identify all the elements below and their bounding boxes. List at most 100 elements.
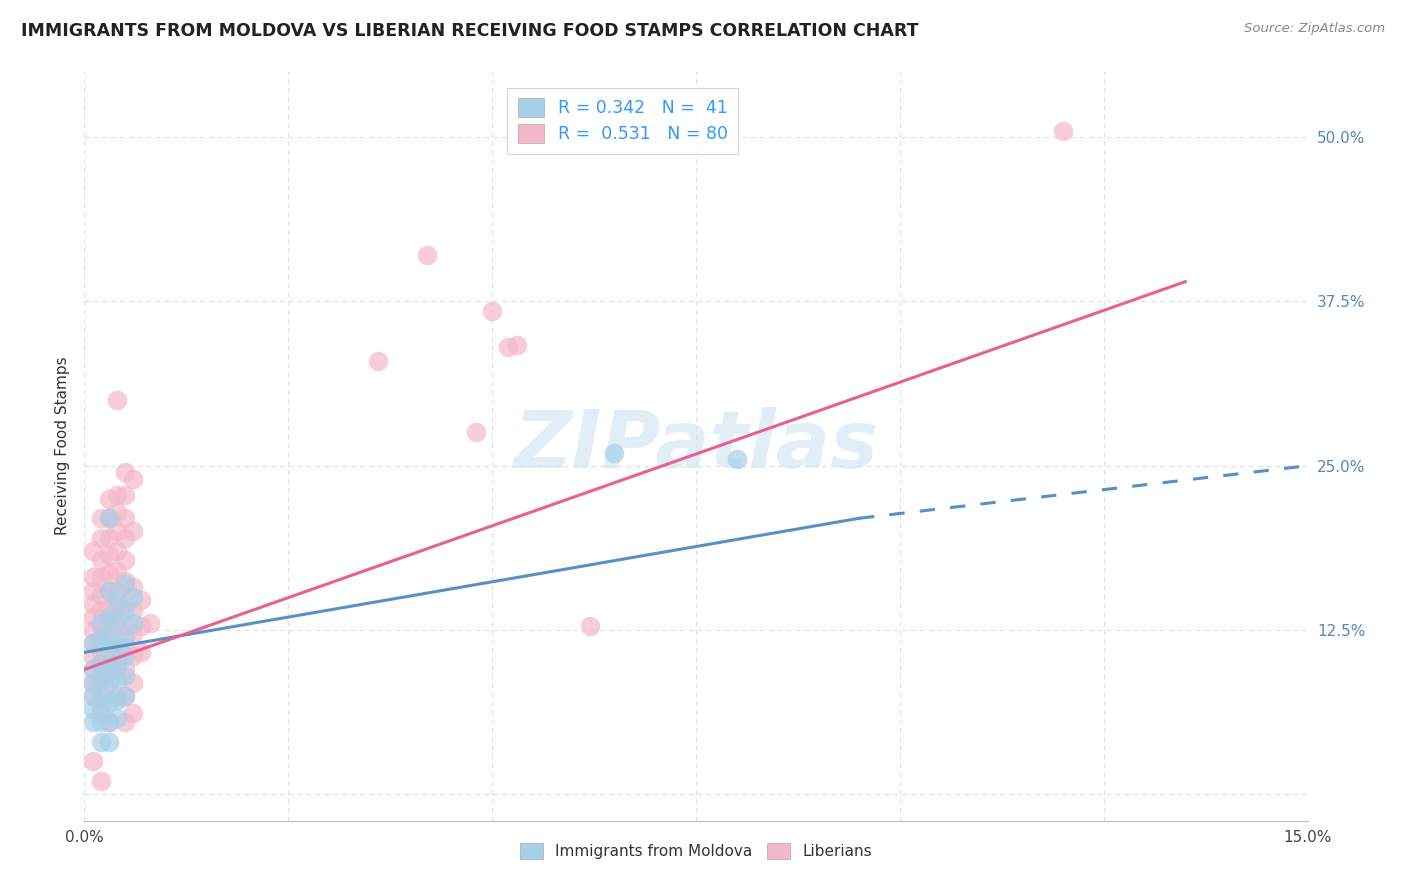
Point: [122, 524, 145, 539]
Point: [138, 616, 160, 631]
Point: [82, 623, 104, 637]
Point: [97, 583, 120, 598]
Point: [90, 706, 112, 720]
Point: [105, 600, 128, 615]
Point: [105, 619, 128, 633]
Point: [82, 689, 104, 703]
Point: [82, 663, 104, 677]
Point: [1052, 123, 1074, 137]
Point: [97, 675, 120, 690]
Point: [97, 656, 120, 670]
Point: [97, 642, 120, 657]
Point: [114, 574, 136, 589]
Point: [90, 735, 112, 749]
Point: [603, 445, 626, 459]
Point: [90, 702, 112, 716]
Point: [114, 663, 136, 677]
Point: [97, 600, 120, 615]
Point: [90, 616, 112, 631]
Point: [90, 774, 112, 789]
Point: [505, 338, 527, 352]
Point: [122, 616, 145, 631]
Point: [97, 610, 120, 624]
Point: [131, 619, 153, 633]
Point: [82, 675, 104, 690]
Point: [90, 658, 112, 673]
Point: [122, 627, 145, 641]
Point: [97, 583, 120, 598]
Point: [114, 640, 136, 654]
Point: [97, 675, 120, 690]
Point: [122, 603, 145, 617]
Point: [105, 592, 128, 607]
Point: [97, 511, 120, 525]
Point: [114, 511, 136, 525]
Point: [90, 511, 112, 525]
Point: [90, 553, 112, 567]
Point: [114, 689, 136, 703]
Point: [114, 669, 136, 683]
Point: [82, 663, 104, 677]
Point: [82, 570, 104, 584]
Point: [114, 630, 136, 644]
Point: [122, 649, 145, 664]
Point: [105, 692, 128, 706]
Point: [82, 702, 104, 716]
Point: [105, 663, 128, 677]
Point: [90, 714, 112, 729]
Point: [82, 755, 104, 769]
Point: [105, 488, 128, 502]
Text: IMMIGRANTS FROM MOLDOVA VS LIBERIAN RECEIVING FOOD STAMPS CORRELATION CHART: IMMIGRANTS FROM MOLDOVA VS LIBERIAN RECE…: [21, 22, 918, 40]
Point: [97, 714, 120, 729]
Point: [90, 603, 112, 617]
Point: [90, 672, 112, 686]
Point: [90, 570, 112, 584]
Point: [416, 248, 439, 262]
Point: [97, 548, 120, 562]
Point: [122, 590, 145, 604]
Point: [114, 465, 136, 479]
Y-axis label: Receiving Food Stamps: Receiving Food Stamps: [55, 357, 70, 535]
Point: [114, 649, 136, 664]
Point: [105, 392, 128, 407]
Point: [90, 645, 112, 659]
Point: [90, 672, 112, 686]
Point: [97, 695, 120, 709]
Point: [97, 630, 120, 644]
Point: [90, 632, 112, 647]
Point: [105, 524, 128, 539]
Point: [114, 603, 136, 617]
Point: [367, 353, 389, 368]
Point: [131, 645, 153, 659]
Point: [114, 619, 136, 633]
Point: [114, 488, 136, 502]
Point: [105, 640, 128, 654]
Point: [97, 636, 120, 650]
Point: [82, 544, 104, 558]
Point: [105, 689, 128, 703]
Point: [97, 491, 120, 506]
Point: [114, 689, 136, 703]
Point: [82, 610, 104, 624]
Point: [90, 689, 112, 703]
Point: [114, 531, 136, 545]
Point: [481, 303, 503, 318]
Point: [82, 636, 104, 650]
Point: [90, 588, 112, 602]
Point: [82, 636, 104, 650]
Point: [90, 531, 112, 545]
Point: [105, 656, 128, 670]
Text: Source: ZipAtlas.com: Source: ZipAtlas.com: [1244, 22, 1385, 36]
Point: [131, 592, 153, 607]
Point: [105, 636, 128, 650]
Point: [82, 714, 104, 729]
Point: [82, 689, 104, 703]
Point: [90, 632, 112, 647]
Point: [82, 583, 104, 598]
Point: [105, 544, 128, 558]
Point: [105, 614, 128, 628]
Point: [114, 714, 136, 729]
Point: [97, 714, 120, 729]
Point: [105, 672, 128, 686]
Text: ZIPatlas: ZIPatlas: [513, 407, 879, 485]
